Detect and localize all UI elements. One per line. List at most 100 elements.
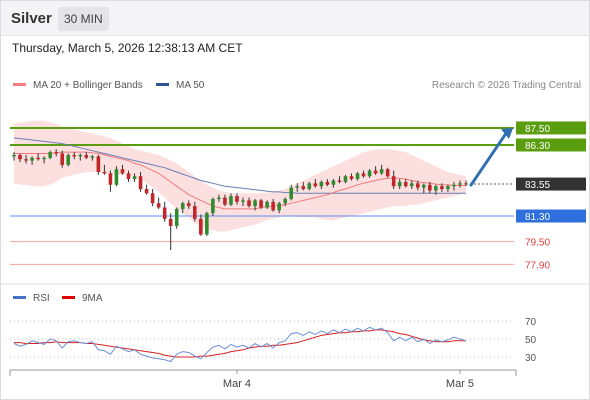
candle xyxy=(193,206,197,219)
candle xyxy=(373,170,378,174)
candle xyxy=(289,187,294,199)
candle xyxy=(144,189,149,194)
candle xyxy=(132,176,137,180)
projection-arrow-head xyxy=(501,127,513,139)
candle xyxy=(247,200,251,207)
candle xyxy=(162,207,167,219)
bollinger-band xyxy=(14,120,466,232)
candle xyxy=(385,169,390,177)
candle xyxy=(126,173,131,180)
candle xyxy=(78,154,83,157)
candle xyxy=(265,201,269,208)
header-bar: Silver 30 MIN xyxy=(1,1,589,36)
candle xyxy=(48,152,52,158)
candle xyxy=(409,183,414,187)
candle xyxy=(343,176,348,182)
candle xyxy=(391,176,396,187)
candle xyxy=(180,203,185,209)
bollinger-swatch xyxy=(13,82,26,86)
legend-rsi: RSI xyxy=(13,293,50,304)
rsi-tick-70: 70 xyxy=(525,317,537,328)
rsi-line xyxy=(13,326,467,363)
candle xyxy=(283,198,287,204)
ma50-swatch xyxy=(156,82,169,86)
price-tag-bg xyxy=(516,121,586,135)
candle xyxy=(229,196,233,205)
candle xyxy=(337,180,342,182)
candle xyxy=(223,197,227,205)
candle xyxy=(403,181,408,187)
rsi-label: RSI xyxy=(33,293,50,304)
ma50-label: MA 50 xyxy=(176,80,205,91)
candle xyxy=(199,218,203,235)
candle xyxy=(114,169,119,185)
candle xyxy=(313,183,318,187)
candle xyxy=(66,154,71,165)
ma9-line xyxy=(14,329,466,358)
legend-bollinger: MA 20 + Bollinger Bands xyxy=(13,80,143,91)
candle xyxy=(259,200,263,208)
copyright: Research © 2026 Trading Central xyxy=(431,80,581,91)
candle xyxy=(349,176,354,180)
price-tag-79-50: 79.50 xyxy=(525,238,550,249)
rsi-swatch xyxy=(13,295,26,299)
projection-arrow xyxy=(469,130,509,187)
asset-name: Silver xyxy=(11,10,52,27)
price-tag-bg xyxy=(516,177,586,191)
candle xyxy=(211,198,215,214)
candle xyxy=(217,197,221,199)
timeframe-button[interactable]: 30 MIN xyxy=(58,7,109,31)
candle xyxy=(42,157,46,160)
candle xyxy=(18,154,22,160)
price-tag-86-30: 86.30 xyxy=(525,141,550,152)
candle xyxy=(120,169,125,174)
candle xyxy=(36,157,40,160)
candle xyxy=(108,173,113,185)
candle xyxy=(295,186,300,188)
candle xyxy=(186,203,191,207)
candle xyxy=(60,153,65,165)
legend-9ma: 9MA xyxy=(62,293,103,304)
candle xyxy=(156,203,161,208)
candle xyxy=(355,173,360,180)
legend-ma50: MA 50 xyxy=(156,80,204,91)
candle xyxy=(12,154,16,157)
candle xyxy=(168,218,173,226)
candle xyxy=(138,176,143,190)
candle xyxy=(379,169,384,174)
price-tag-bg xyxy=(516,209,586,223)
candle xyxy=(84,154,89,158)
candle xyxy=(415,183,420,188)
candle xyxy=(428,184,432,191)
candle xyxy=(307,183,312,190)
candle xyxy=(30,157,34,161)
candle xyxy=(90,156,95,158)
rsi-tick-50: 50 xyxy=(525,335,537,346)
bollinger-label: MA 20 + Bollinger Bands xyxy=(33,80,143,91)
candle xyxy=(325,181,330,185)
x-label-Mar-4: Mar 4 xyxy=(223,378,251,390)
candle xyxy=(241,200,245,202)
candle xyxy=(277,203,281,211)
candle xyxy=(253,200,257,207)
rsi-tick-30: 30 xyxy=(525,353,537,364)
candle xyxy=(102,171,107,174)
candle xyxy=(440,186,444,190)
ma20-line xyxy=(14,151,466,210)
candle xyxy=(96,156,101,172)
candle xyxy=(24,159,28,161)
price-tag-83-55: 83.55 xyxy=(525,180,550,191)
candle xyxy=(446,186,450,190)
timestamp: Thursday, March 5, 2026 12:38:13 AM CET xyxy=(12,41,243,55)
price-tag-bg xyxy=(516,138,586,152)
candle xyxy=(54,152,58,154)
price-tag-81-30: 81.30 xyxy=(525,212,550,223)
candle xyxy=(331,180,336,185)
candle xyxy=(174,208,179,226)
candle xyxy=(397,181,402,187)
x-label-Mar-5: Mar 5 xyxy=(446,378,474,390)
candle xyxy=(235,196,239,202)
candle xyxy=(205,213,209,235)
ma50-line xyxy=(13,137,466,194)
